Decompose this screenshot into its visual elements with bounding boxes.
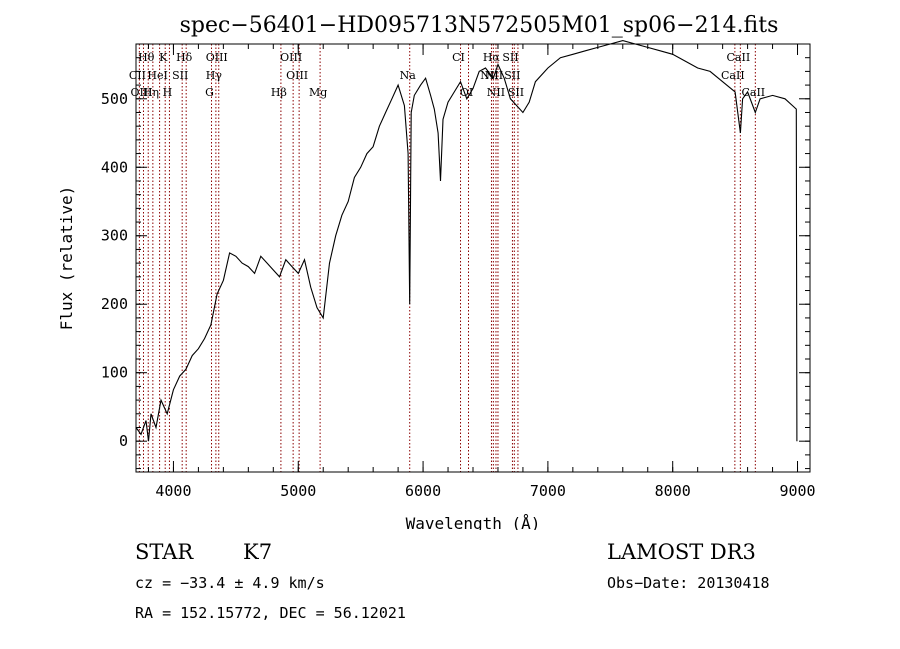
spectrum-chart: spec−56401−HD095713N572505M01_sp06−214.f…: [57, 13, 816, 530]
coordinates-text: RA = 152.15772, DEC = 56.12021: [135, 604, 406, 622]
line-label: CaII: [741, 86, 765, 99]
line-label: K: [159, 51, 168, 64]
chart-title: spec−56401−HD095713N572505M01_sp06−214.f…: [180, 13, 779, 38]
y-tick-label: 500: [101, 90, 128, 108]
x-tick-label: 6000: [405, 482, 441, 500]
line-label: SII: [508, 86, 524, 99]
x-tick-label: 4000: [155, 482, 191, 500]
line-label: Na: [400, 69, 417, 82]
y-tick-label: 0: [119, 432, 128, 450]
x-tick-label: 8000: [655, 482, 691, 500]
line-label: Hδ: [176, 51, 193, 64]
line-label: SII: [504, 69, 520, 82]
line-label: CaII: [721, 69, 745, 82]
line-label: Hθ: [138, 51, 155, 64]
line-label: NII: [487, 86, 505, 99]
line-label: SII: [502, 51, 518, 64]
obs-date: Obs−Date: 20130418: [607, 574, 770, 592]
line-label: OIII: [280, 51, 302, 64]
line-label: Hη: [143, 86, 159, 99]
line-label: Hα: [483, 51, 501, 64]
line-label: NII: [480, 69, 498, 82]
line-label: OIII: [206, 51, 228, 64]
line-label: NII: [485, 69, 503, 82]
line-label: HeI: [147, 69, 167, 82]
line-label: Hβ: [271, 86, 287, 99]
line-label: OI: [460, 86, 473, 99]
line-label: H: [163, 86, 173, 99]
x-tick-label: 7000: [530, 482, 566, 500]
spectrum-line: [135, 40, 798, 442]
y-axis-label: Flux (relative): [57, 186, 76, 331]
redshift-text: cz = −33.4 ± 4.9 km/s: [135, 574, 325, 592]
line-label: Hγ: [206, 69, 223, 82]
line-label: Mg: [309, 86, 327, 99]
x-tick-label: 5000: [280, 482, 316, 500]
x-tick-label: 9000: [779, 482, 815, 500]
spectral-subclass: K7: [243, 540, 273, 564]
line-label: G: [205, 86, 214, 99]
line-label: OIII: [286, 69, 308, 82]
line-label: OIII: [130, 86, 152, 99]
object-type: STAR: [135, 540, 194, 564]
y-tick-label: 400: [101, 158, 128, 176]
x-axis-label: Wavelength (Å): [406, 514, 541, 530]
y-tick-label: 300: [101, 227, 128, 245]
line-label: CII: [129, 69, 146, 82]
line-label: SII: [172, 69, 188, 82]
line-label: CI: [452, 51, 465, 64]
y-tick-label: 200: [101, 295, 128, 313]
line-label: CaII: [727, 51, 751, 64]
y-tick-label: 100: [101, 364, 128, 382]
survey-name: LAMOST DR3: [607, 540, 756, 564]
